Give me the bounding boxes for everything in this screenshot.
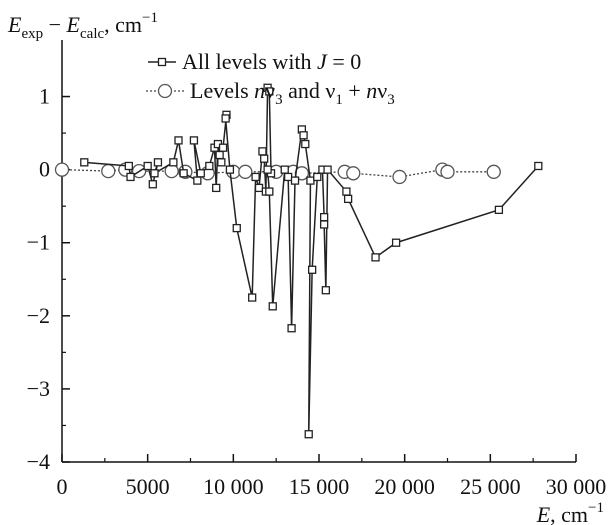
- data-point: [238, 164, 253, 179]
- data-point: [215, 150, 224, 160]
- data-point: [265, 87, 274, 96]
- data-point: [371, 253, 380, 262]
- x-tick-label: 25 000: [460, 474, 521, 499]
- y-tick-label: −3: [27, 376, 50, 401]
- data-point: [301, 139, 310, 149]
- x-tick-label: 10 000: [203, 474, 264, 499]
- data-point: [391, 238, 401, 247]
- x-tick-label: 15 000: [289, 474, 350, 499]
- data-point: [280, 165, 289, 174]
- y-tick-label: −4: [27, 449, 50, 474]
- data-point: [321, 286, 331, 295]
- data-point: [169, 158, 178, 167]
- data-point: [54, 162, 70, 177]
- legend: All levels with J = 0 Levels nν3 and ν1 +…: [146, 49, 395, 108]
- data-point: [287, 324, 296, 333]
- data-point: [124, 161, 133, 171]
- data-point: [260, 154, 269, 163]
- data-point: [319, 220, 329, 229]
- data-point: [221, 114, 230, 123]
- data-point: [534, 161, 543, 171]
- data-point: [319, 212, 329, 222]
- y-tick-label: −1: [27, 230, 50, 255]
- series-line: [84, 87, 539, 435]
- data-point: [392, 169, 407, 185]
- x-tick-label: 0: [57, 474, 68, 499]
- legend-marker: [157, 83, 173, 99]
- data-point: [189, 136, 199, 145]
- data-point: [268, 302, 277, 311]
- data-point: [299, 131, 308, 140]
- data-point: [304, 430, 313, 439]
- x-axis-label: E, cm−1: [536, 500, 604, 525]
- data-point: [290, 176, 300, 185]
- data-point: [232, 223, 241, 233]
- y-tick-label: 0: [39, 157, 50, 182]
- data-point: [248, 293, 257, 302]
- data-point: [205, 161, 214, 171]
- data-point: [251, 172, 260, 182]
- data-point: [212, 183, 221, 193]
- data-point: [218, 143, 228, 152]
- legend-label-all-levels: All levels with J = 0: [182, 49, 361, 74]
- data-point: [150, 169, 159, 178]
- series-all-levels-j0: [80, 83, 543, 439]
- data-point: [153, 158, 163, 167]
- data-point: [323, 165, 332, 174]
- data-point: [263, 165, 272, 174]
- data-point: [440, 164, 455, 179]
- data-point: [179, 169, 188, 178]
- data-point: [307, 265, 317, 274]
- data-point: [343, 194, 353, 204]
- x-tick-label: 5000: [126, 474, 170, 499]
- series-line: [61, 168, 494, 178]
- data-point: [193, 176, 202, 185]
- legend-entry-all-levels: All levels with J = 0: [148, 49, 361, 74]
- axes: 0 5000 10 000 15 000 20 000 25 000 30 000 1 0 −1 −…: [7, 10, 606, 525]
- data-point: [148, 180, 157, 189]
- y-tick-label: −2: [27, 303, 50, 328]
- data-point: [217, 158, 226, 167]
- data-point: [80, 158, 89, 167]
- legend-marker: [157, 57, 167, 67]
- series-levels-nv3: [54, 162, 501, 185]
- data-point: [486, 164, 501, 179]
- data-point: [196, 169, 205, 178]
- x-tick-label: 30 000: [546, 474, 607, 499]
- data-point: [126, 172, 135, 182]
- data-point: [174, 136, 183, 145]
- data-point: [306, 176, 315, 185]
- x-tick-label: 20 000: [374, 474, 435, 499]
- data-point: [101, 163, 116, 179]
- data-point: [284, 172, 293, 182]
- data-point: [313, 172, 322, 182]
- data-point: [258, 147, 267, 156]
- data-point: [225, 165, 235, 174]
- y-tick-label: 1: [39, 84, 50, 109]
- data-point: [494, 205, 504, 214]
- data-point: [346, 166, 361, 181]
- legend-entry-levels-nv3: Levels nν3 and ν1 + nν3: [146, 78, 395, 108]
- data-point: [143, 161, 152, 171]
- data-point: [342, 187, 351, 196]
- data-point: [265, 187, 274, 196]
- legend-label-levels-nv3: Levels nν3 and ν1 + nν3: [190, 78, 395, 108]
- y-axis-label: Eexp − Ecalc, cm−1: [7, 10, 158, 42]
- series-layer: [54, 83, 543, 439]
- data-point: [254, 183, 264, 193]
